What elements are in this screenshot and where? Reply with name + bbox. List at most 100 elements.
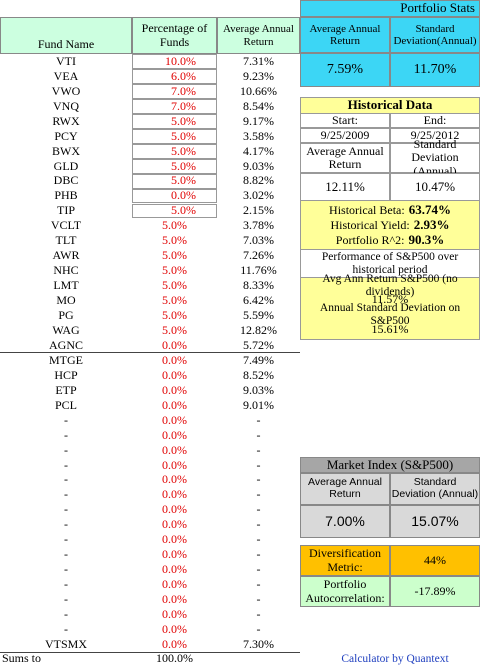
percentage: 5.0%: [162, 233, 187, 248]
percentage: 5.0%: [132, 128, 217, 144]
fund-name: GLD: [53, 158, 79, 173]
label: Historical Yield:: [330, 217, 410, 232]
historical-title: Historical Data: [347, 96, 433, 112]
return: -: [256, 577, 261, 592]
label: Portfolio R^2:: [335, 232, 405, 247]
sums-value: 100.0%: [156, 651, 193, 666]
fund-name: VWO: [51, 83, 81, 98]
fund-name: VNQ: [53, 98, 79, 113]
value: 63.74%: [408, 202, 451, 218]
fund-name: -: [64, 472, 68, 487]
percentage: 0.0%: [162, 457, 187, 472]
label: Average Annual Return: [300, 473, 390, 505]
return: -: [256, 517, 261, 532]
value: 10.47%: [390, 173, 480, 201]
label: Average Annual Return: [300, 143, 390, 173]
fund-name: -: [64, 607, 68, 622]
beta-row: Historical Beta: 63.74%: [300, 203, 480, 218]
label: Standard Deviation (Annual): [390, 473, 480, 505]
fund-name: -: [64, 502, 68, 517]
return: 4.17%: [243, 143, 274, 158]
value: 12.11%: [300, 173, 390, 201]
percentage: 0.0%: [162, 562, 187, 577]
market-index-title: Market Index (S&P500): [300, 457, 480, 473]
percentage: 5.0%: [162, 278, 187, 293]
fund-name: PCY: [54, 128, 78, 143]
value: 15.07%: [390, 505, 480, 538]
value: 90.3%: [408, 232, 445, 248]
value: 11.57%: [371, 292, 409, 307]
percentage: 0.0%: [162, 502, 187, 517]
return: -: [256, 562, 261, 577]
portfolio-stats-title: Portfolio Stats: [300, 0, 480, 17]
yield-row: Historical Yield: 2.93%: [300, 218, 480, 233]
percentage: 5.0%: [162, 308, 187, 323]
stat-value: 7.59%: [300, 53, 390, 87]
footer: Calculator by Quantext: [341, 652, 449, 665]
return: 8.82%: [243, 173, 274, 188]
return: -: [256, 457, 261, 472]
return: 9.03%: [243, 382, 274, 397]
fund-name: -: [64, 592, 68, 607]
fund-name: -: [64, 621, 68, 636]
percentage: 0.0%: [162, 472, 187, 487]
label: Diversification Metric:: [300, 545, 390, 576]
fund-name: -: [64, 442, 68, 457]
fund-name: VTSMX: [44, 636, 87, 651]
return: 11.76%: [240, 263, 277, 278]
percentage: 0.0%: [162, 352, 187, 367]
value: 7.00%: [300, 505, 390, 538]
return: 10.66%: [240, 83, 277, 98]
fund-name: ETP: [55, 382, 77, 397]
r2-row: Portfolio R^2: 90.3%: [300, 233, 480, 248]
return: -: [256, 547, 261, 562]
label: Historical Beta:: [329, 202, 405, 217]
percentage: 0.0%: [162, 621, 187, 636]
percentage: 0.0%: [162, 607, 187, 622]
return: 3.78%: [243, 218, 274, 233]
date: 9/25/2012: [390, 128, 480, 143]
return: -: [256, 532, 261, 547]
return: 8.54%: [243, 98, 274, 113]
value: 15.61%: [371, 321, 409, 336]
label: End:: [390, 113, 480, 128]
percentage: 0.0%: [162, 517, 187, 532]
return: -: [256, 412, 261, 427]
fund-name: RWX: [52, 113, 80, 128]
return: 7.26%: [243, 248, 274, 263]
percentage: 0.0%: [162, 636, 187, 651]
percentage: 10.0%: [132, 54, 217, 69]
return: 6.42%: [243, 293, 274, 308]
label: Standard Deviation (Annual): [390, 138, 480, 177]
stat-label: Average Annual Return: [300, 17, 390, 53]
return: 7.31%: [243, 53, 274, 68]
percentage: 0.0%: [162, 337, 187, 352]
percentage: 7.0%: [132, 83, 217, 99]
fund-name: AWR: [52, 248, 80, 263]
percentage: 6.0%: [132, 68, 217, 84]
percentage: 7.0%: [132, 98, 217, 114]
percentage: 5.0%: [162, 293, 187, 308]
fund-name: -: [64, 457, 68, 472]
return: 12.82%: [240, 322, 277, 337]
return: -: [256, 472, 261, 487]
fund-name: MO: [56, 293, 76, 308]
separator: [0, 352, 300, 353]
fund-name: VEA: [53, 68, 79, 83]
fund-name: AGNC: [48, 337, 83, 352]
date: 9/25/2009: [300, 128, 390, 143]
return: 5.59%: [243, 308, 274, 323]
percentage: 0.0%: [162, 397, 187, 412]
fund-name: WAG: [52, 322, 80, 337]
sp-title: Performance of S&P500 over historical pe…: [300, 249, 480, 278]
percentage: 0.0%: [162, 532, 187, 547]
percentage: 0.0%: [132, 188, 217, 204]
percentage: 0.0%: [162, 577, 187, 592]
return: 9.17%: [243, 113, 274, 128]
return: 7.30%: [243, 636, 274, 651]
return: -: [256, 442, 261, 457]
percentage: 5.0%: [162, 322, 187, 337]
percentage: 0.0%: [162, 382, 187, 397]
return: 9.01%: [243, 397, 274, 412]
fund-name: DBC: [53, 173, 79, 188]
